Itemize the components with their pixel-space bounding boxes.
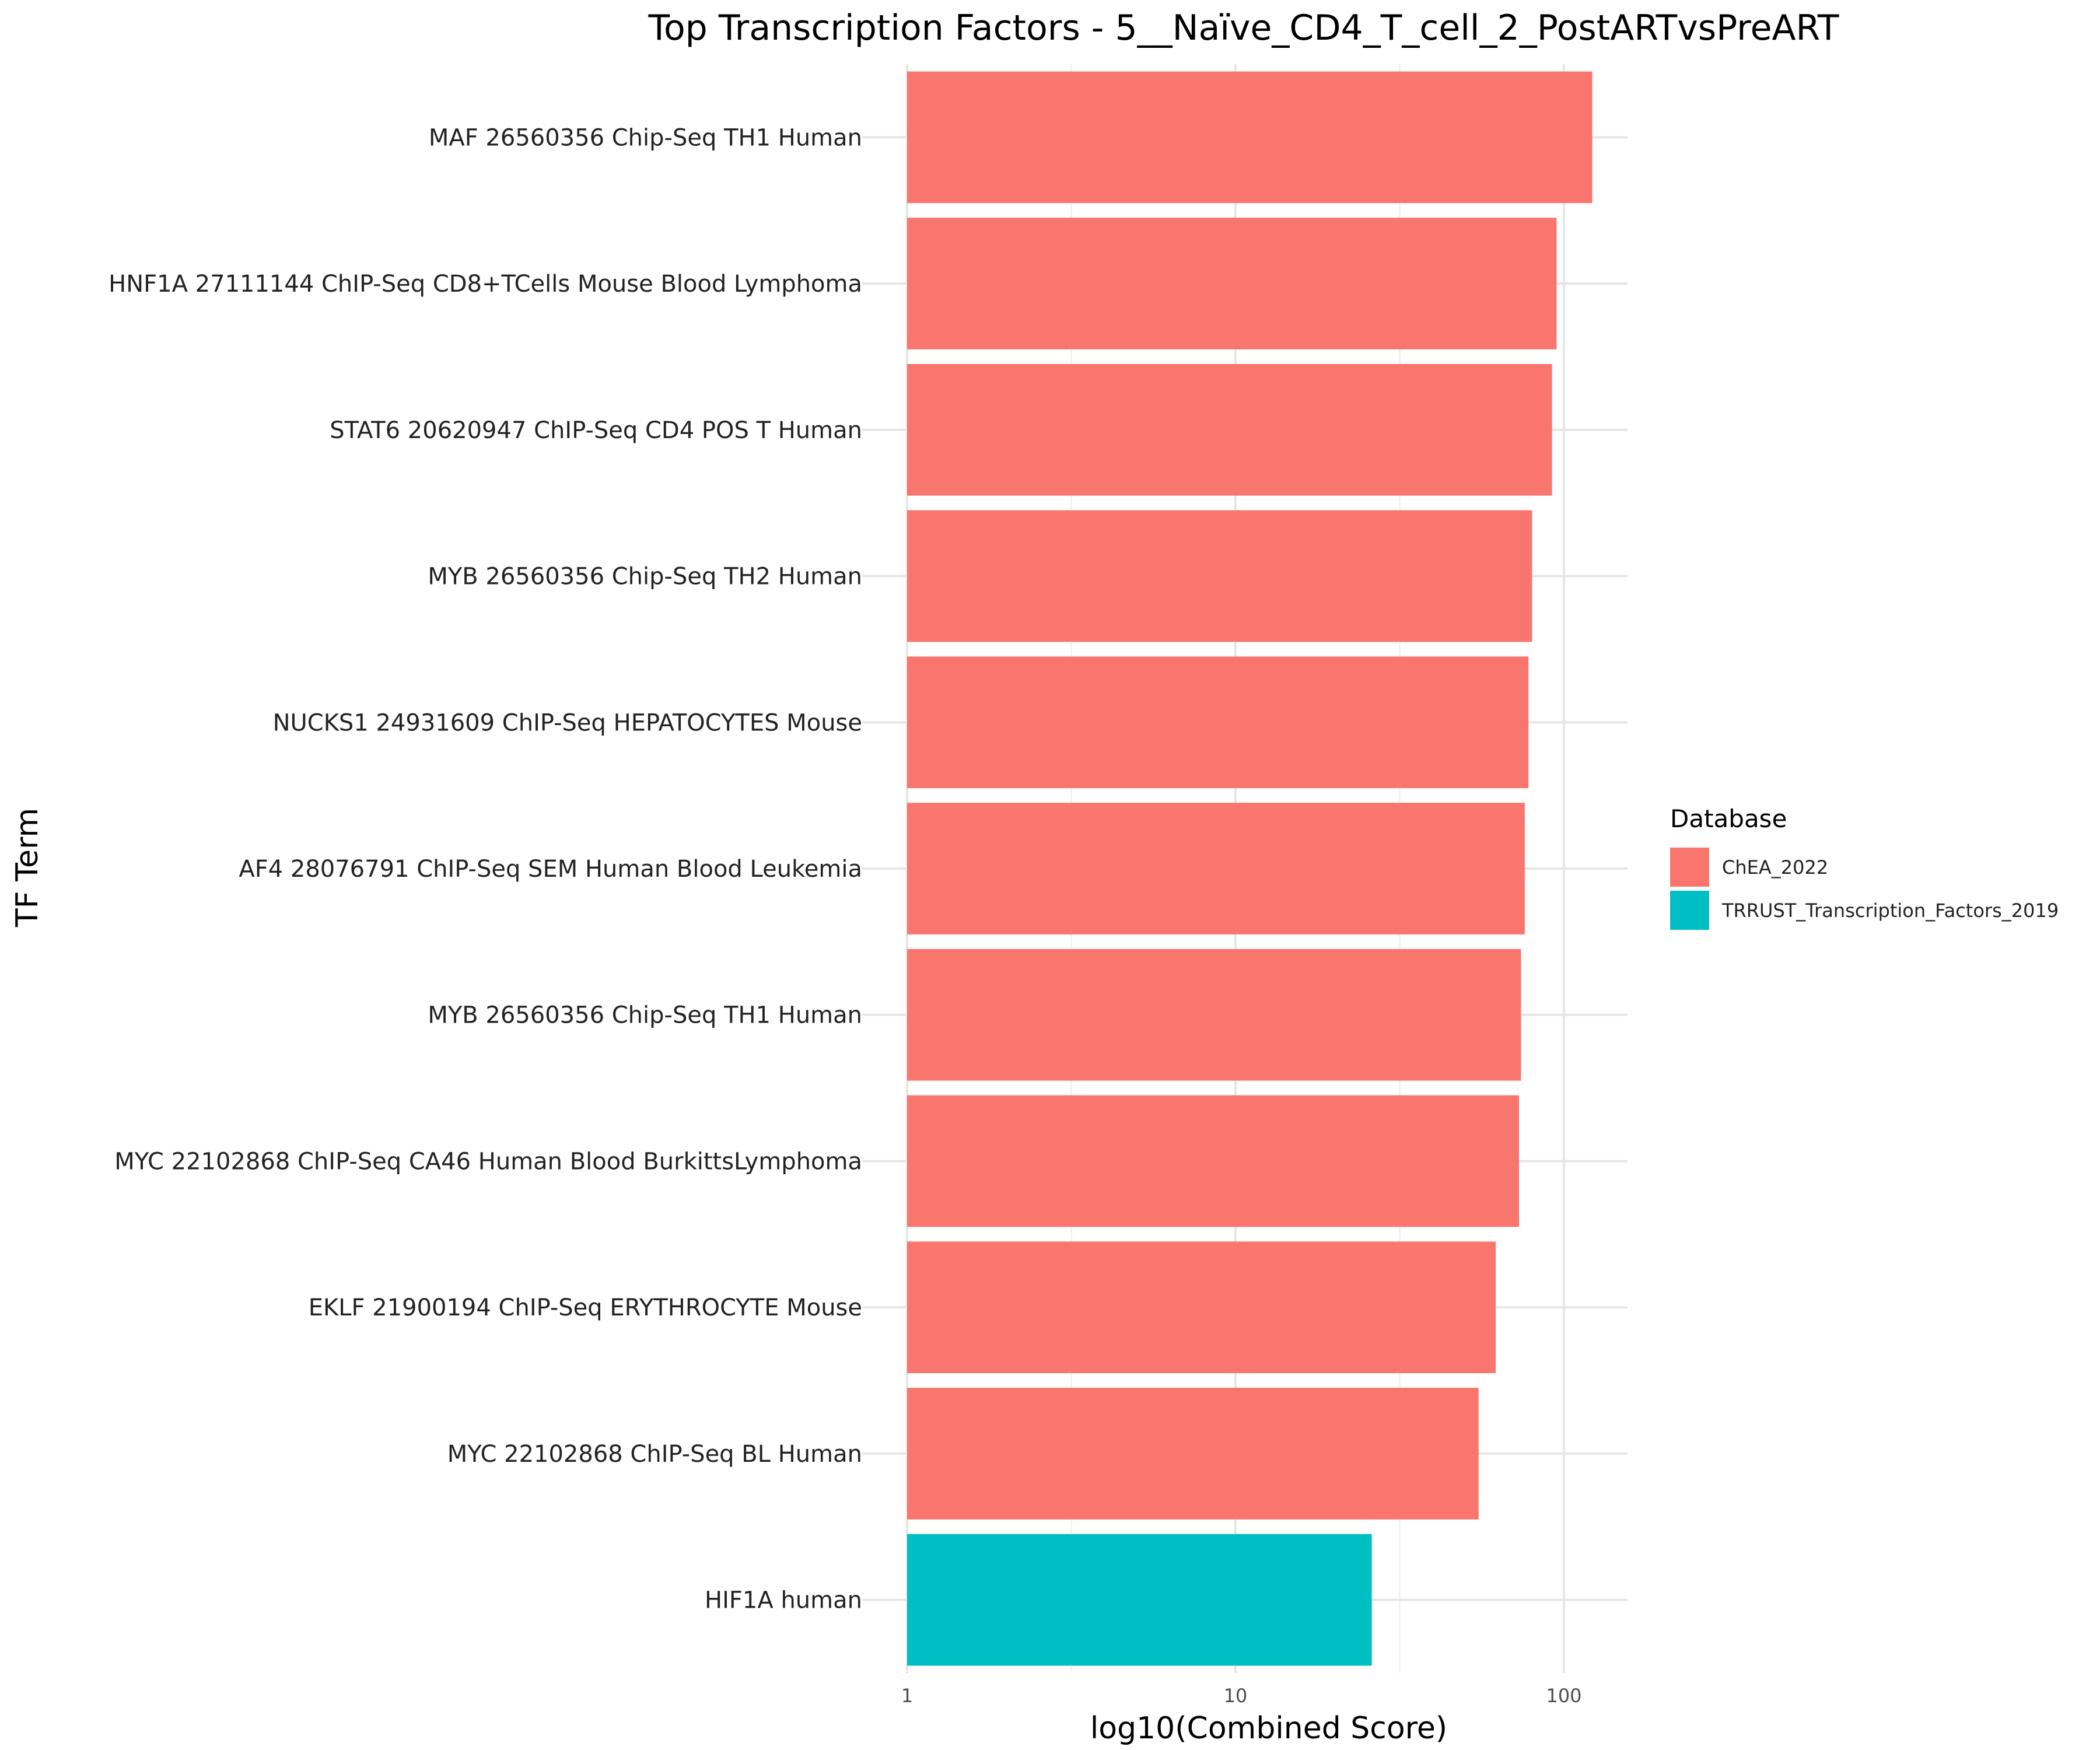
y-tick-label: EKLF 21900194 ChIP-Seq ERYTHROCYTE Mouse: [309, 1294, 862, 1321]
bar: [907, 1388, 1479, 1520]
legend-label-chea: ChEA_2022: [1722, 856, 1828, 878]
bar: [907, 1534, 1372, 1666]
y-tick-label: MYC 22102868 ChIP-Seq BL Human: [447, 1441, 862, 1468]
legend-label-trrust: TRRUST_Transcription_Factors_2019: [1721, 900, 2059, 922]
y-tick-label: NUCKS1 24931609 ChIP-Seq HEPATOCYTES Mou…: [273, 709, 862, 736]
y-tick-label: STAT6 20620947 ChIP-Seq CD4 POS T Human: [330, 417, 862, 444]
y-tick-label: MYB 26560356 Chip-Seq TH1 Human: [428, 1002, 862, 1029]
legend-swatch-trrust: [1670, 891, 1709, 930]
bar: [907, 803, 1525, 935]
bar: [907, 1241, 1496, 1374]
bar: [907, 510, 1532, 642]
legend-swatch-chea: [1670, 848, 1709, 887]
legend: Database ChEA_2022 TRRUST_Transcription_…: [1670, 804, 2059, 930]
y-tick-label: MYC 22102868 ChIP-Seq CA46 Human Blood B…: [114, 1148, 862, 1175]
chart-title: Top Transcription Factors - 5__Naïve_CD4…: [648, 8, 1839, 48]
x-tick-label: 10: [1224, 1685, 1248, 1707]
bars: [907, 71, 1592, 1666]
x-axis-title: log10(Combined Score): [1090, 1711, 1447, 1746]
x-tick-labels: 1 10 100: [901, 1685, 1582, 1707]
bar: [907, 656, 1529, 789]
y-tick-label: MYB 26560356 Chip-Seq TH2 Human: [428, 564, 862, 590]
y-tick-labels: MAF 26560356 Chip-Seq TH1 Human HNF1A 271…: [108, 124, 862, 1614]
bar: [907, 363, 1552, 496]
bar: [907, 71, 1592, 204]
x-tick-label: 1: [901, 1685, 913, 1707]
legend-title: Database: [1670, 804, 1787, 833]
y-axis-title: TF Term: [10, 808, 45, 928]
y-tick-label: AF4 28076791 ChIP-Seq SEM Human Blood Le…: [239, 856, 862, 883]
y-tick-label: MAF 26560356 Chip-Seq TH1 Human: [429, 124, 862, 151]
x-tick-label: 100: [1546, 1685, 1581, 1707]
bar: [907, 1095, 1520, 1227]
y-tick-label: HIF1A human: [705, 1587, 862, 1614]
bar: [907, 949, 1521, 1081]
y-tick-label: HNF1A 27111144 ChIP-Seq CD8+TCells Mouse…: [108, 271, 862, 298]
bar: [907, 218, 1557, 349]
